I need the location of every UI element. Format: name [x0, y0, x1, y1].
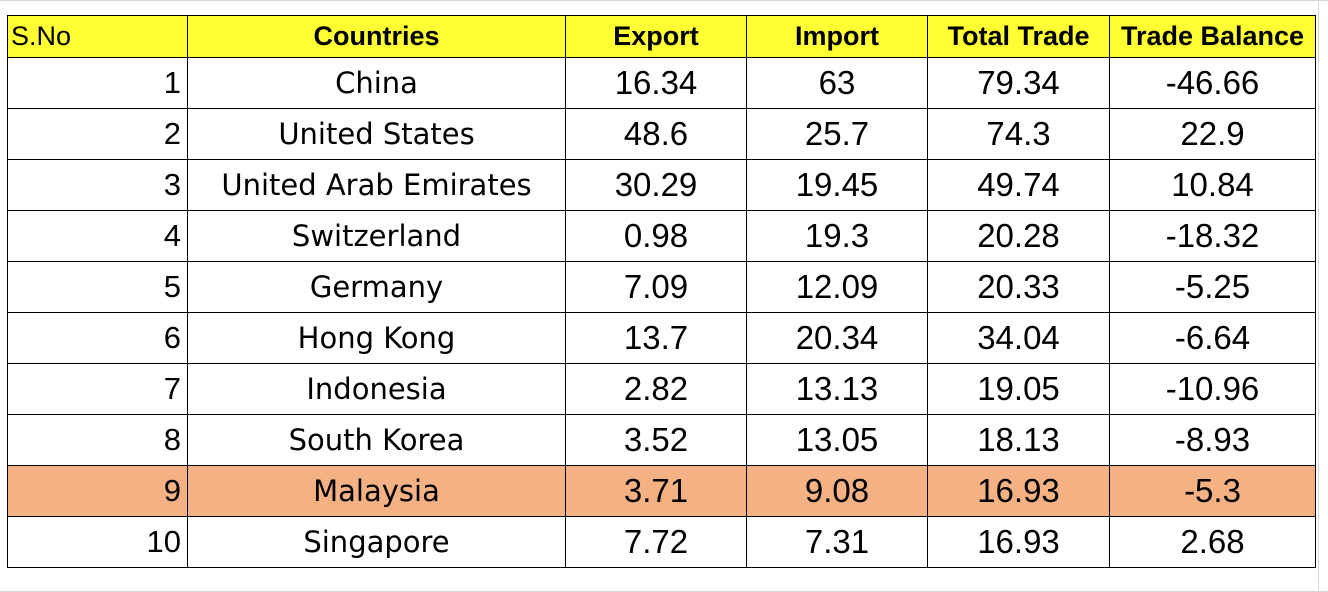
header-trade-balance[interactable]: Trade Balance [1109, 15, 1316, 58]
trade-table: S.No Countries Export Import Total Trade… [7, 15, 1316, 568]
table-row: 3 United Arab Emirates 30.29 19.45 49.74 10.8… [7, 159, 1316, 211]
cell-total-trade[interactable]: 18.13 [927, 414, 1110, 466]
cell-import[interactable]: 25.7 [746, 108, 928, 160]
cell-export[interactable]: 16.34 [565, 57, 747, 109]
cell-sno[interactable]: 4 [7, 210, 188, 262]
cell-total-trade[interactable]: 20.33 [927, 261, 1110, 313]
table-row: 5 Germany 7.09 12.09 20.33 -5.25 [7, 261, 1316, 313]
cell-country[interactable]: Switzerland [187, 210, 566, 262]
cell-export[interactable]: 7.09 [565, 261, 747, 313]
header-export[interactable]: Export [565, 15, 747, 58]
cell-country[interactable]: Germany [187, 261, 566, 313]
cell-trade-balance[interactable]: 22.9 [1109, 108, 1316, 160]
table-row: 8 South Korea 3.52 13.05 18.13 -8.93 [7, 414, 1316, 466]
table-body: 1 China 16.34 63 79.34 -46.66 2 United States 48… [7, 57, 1316, 568]
cell-country[interactable]: United States [187, 108, 566, 160]
header-total-trade[interactable]: Total Trade [927, 15, 1110, 58]
cell-sno[interactable]: 6 [7, 312, 188, 364]
table-row: 9 Malaysia 3.71 9.08 16.93 -5.3 [7, 465, 1316, 517]
cell-country[interactable]: Singapore [187, 516, 566, 568]
cell-import[interactable]: 12.09 [746, 261, 928, 313]
cell-total-trade[interactable]: 49.74 [927, 159, 1110, 211]
cell-import[interactable]: 9.08 [746, 465, 928, 517]
header-import[interactable]: Import [746, 15, 928, 58]
cell-trade-balance[interactable]: -46.66 [1109, 57, 1316, 109]
cell-country[interactable]: Indonesia [187, 363, 566, 415]
cell-import[interactable]: 7.31 [746, 516, 928, 568]
table-row: 6 Hong Kong 13.7 20.34 34.04 -6.64 [7, 312, 1316, 364]
cell-import[interactable]: 13.05 [746, 414, 928, 466]
cell-export[interactable]: 48.6 [565, 108, 747, 160]
cell-total-trade[interactable]: 34.04 [927, 312, 1110, 364]
cell-country[interactable]: United Arab Emirates [187, 159, 566, 211]
cell-trade-balance[interactable]: -5.25 [1109, 261, 1316, 313]
cell-sno[interactable]: 8 [7, 414, 188, 466]
cell-import[interactable]: 20.34 [746, 312, 928, 364]
cell-trade-balance[interactable]: 2.68 [1109, 516, 1316, 568]
header-sno[interactable]: S.No [7, 15, 188, 58]
table-row: 2 United States 48.6 25.7 74.3 22.9 [7, 108, 1316, 160]
cell-sno[interactable]: 7 [7, 363, 188, 415]
table-row: 4 Switzerland 0.98 19.3 20.28 -18.32 [7, 210, 1316, 262]
cell-country[interactable]: Malaysia [187, 465, 566, 517]
cell-sno[interactable]: 2 [7, 108, 188, 160]
cell-trade-balance[interactable]: -6.64 [1109, 312, 1316, 364]
cell-sno[interactable]: 9 [7, 465, 188, 517]
cell-country[interactable]: Hong Kong [187, 312, 566, 364]
cell-trade-balance[interactable]: -10.96 [1109, 363, 1316, 415]
header-countries[interactable]: Countries [187, 15, 566, 58]
cell-total-trade[interactable]: 74.3 [927, 108, 1110, 160]
cell-total-trade[interactable]: 20.28 [927, 210, 1110, 262]
cell-export[interactable]: 30.29 [565, 159, 747, 211]
cell-import[interactable]: 19.3 [746, 210, 928, 262]
cell-import[interactable]: 63 [746, 57, 928, 109]
cell-trade-balance[interactable]: -5.3 [1109, 465, 1316, 517]
cell-country[interactable]: South Korea [187, 414, 566, 466]
cell-export[interactable]: 2.82 [565, 363, 747, 415]
cell-export[interactable]: 0.98 [565, 210, 747, 262]
cell-trade-balance[interactable]: -18.32 [1109, 210, 1316, 262]
cell-country[interactable]: China [187, 57, 566, 109]
cell-export[interactable]: 7.72 [565, 516, 747, 568]
cell-export[interactable]: 13.7 [565, 312, 747, 364]
table-row: 10 Singapore 7.72 7.31 16.93 2.68 [7, 516, 1316, 568]
cell-import[interactable]: 19.45 [746, 159, 928, 211]
cell-sno[interactable]: 5 [7, 261, 188, 313]
cell-total-trade[interactable]: 79.34 [927, 57, 1110, 109]
cell-trade-balance[interactable]: 10.84 [1109, 159, 1316, 211]
header-row: S.No Countries Export Import Total Trade… [7, 15, 1316, 58]
cell-sno[interactable]: 10 [7, 516, 188, 568]
cell-sno[interactable]: 3 [7, 159, 188, 211]
cell-total-trade[interactable]: 16.93 [927, 516, 1110, 568]
cell-total-trade[interactable]: 16.93 [927, 465, 1110, 517]
cell-import[interactable]: 13.13 [746, 363, 928, 415]
cell-sno[interactable]: 1 [7, 57, 188, 109]
cell-total-trade[interactable]: 19.05 [927, 363, 1110, 415]
table-row: 1 China 16.34 63 79.34 -46.66 [7, 57, 1316, 109]
cell-export[interactable]: 3.71 [565, 465, 747, 517]
table-row: 7 Indonesia 2.82 13.13 19.05 -10.96 [7, 363, 1316, 415]
cell-trade-balance[interactable]: -8.93 [1109, 414, 1316, 466]
cell-export[interactable]: 3.52 [565, 414, 747, 466]
